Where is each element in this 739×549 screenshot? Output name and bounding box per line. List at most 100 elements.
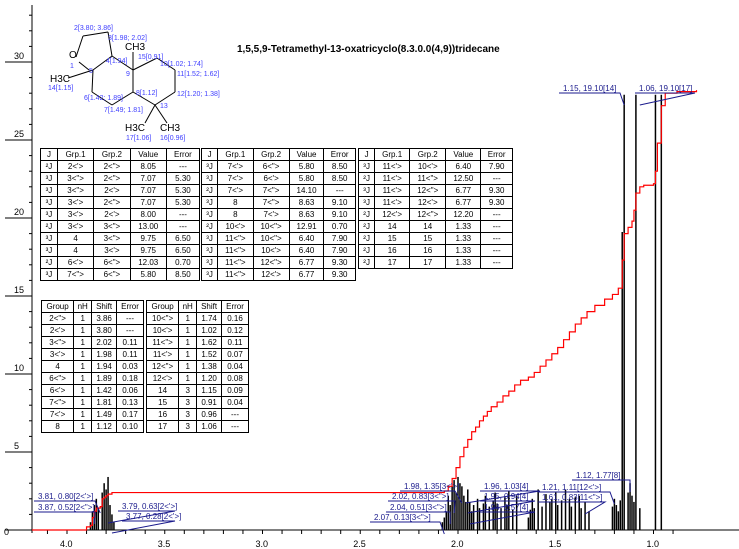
peak-annotation: 1.21, 1.11[12<'>]: [542, 483, 601, 492]
table-row: 6<"> 1 1.89 0.18: [40, 372, 144, 385]
table-cell: ³J: [200, 244, 219, 257]
bond: [111, 91, 134, 106]
table-cell: 0.09: [221, 384, 249, 397]
table-cell: 8.50: [323, 172, 356, 185]
peak-annotation: 3.79, 0.63[2<'>]: [122, 502, 177, 511]
table-cell: 4: [56, 232, 95, 245]
table-cell: 1.42: [91, 384, 118, 397]
table-row: ³J 7<'> 6<"> 5.80 8.50: [200, 160, 356, 173]
y-tick-label: 30: [14, 51, 24, 61]
table-cell: ³J: [200, 208, 219, 221]
peak-annotation: 1.96, 1.03[4]: [484, 482, 528, 491]
column-header: Error: [323, 148, 356, 161]
peak-annotation: 1.98, 1.35[3<'>]: [404, 482, 459, 491]
annotation-leader-line: [111, 520, 176, 534]
table-cell: ---: [165, 160, 201, 173]
bond: [144, 104, 156, 124]
table-cell: 12<">: [409, 208, 447, 221]
table-cell: 10<">: [252, 220, 290, 233]
bond: [111, 55, 134, 71]
column-header: Grp.2: [93, 148, 131, 161]
table-row: ³J 11<'> 12<'> 6.77 9.30: [357, 196, 513, 209]
table-row: 7<'> 1 1.49 0.17: [40, 408, 144, 421]
table-cell: 0.96: [196, 408, 223, 421]
table-cell: 1: [178, 312, 198, 325]
table-cell: 1.81: [91, 396, 118, 409]
table-cell: 1.74: [196, 312, 223, 325]
table-cell: ²J: [40, 160, 58, 173]
atom-label: 2[3.80; 3.86]: [74, 25, 113, 32]
table-cell: ---: [480, 256, 513, 269]
table-cell: 10<'>: [217, 220, 254, 233]
table-cell: ³J: [40, 232, 58, 245]
table-cell: 0.07: [221, 348, 249, 361]
coupling-table-3: J Grp.1 Grp.2 Value Error ³J 11<'> 10<'> 6.40 7.9…: [357, 148, 513, 269]
table-cell: 0.04: [221, 396, 249, 409]
table-cell: 1: [73, 312, 93, 325]
table-cell: 1: [178, 348, 198, 361]
table-row: 16 3 0.96 ---: [145, 408, 249, 421]
bond: [132, 57, 158, 71]
table-cell: 6<'>: [40, 384, 75, 397]
annotation-leader-line: [538, 501, 607, 515]
annotation-leader-line: [538, 491, 615, 505]
table-cell: ²J: [200, 184, 219, 197]
annotation-leader-line: [635, 92, 696, 106]
table-row: 17 3 1.06 ---: [145, 420, 249, 433]
bond: [91, 69, 94, 93]
table-row: ³J 3<"> 2<'> 7.07 5.30: [40, 184, 201, 197]
table-cell: 6.50: [165, 244, 201, 257]
table-row: ²J 10<'> 10<"> 12.91 0.70: [200, 220, 356, 233]
table-cell: 8.50: [323, 160, 356, 173]
table-row: ²J 17 17 1.33 ---: [357, 256, 513, 269]
bond: [154, 91, 176, 106]
table-cell: 11<">: [217, 232, 254, 245]
table-cell: 1.33: [445, 232, 482, 245]
table-cell: 7<">: [40, 396, 75, 409]
table-cell: 16: [374, 244, 411, 257]
table-cell: 1: [178, 336, 198, 349]
column-header: Value: [129, 148, 167, 161]
table-cell: 1: [178, 372, 198, 385]
table-cell: 6<">: [93, 268, 131, 281]
table-header: Group nH Shift Error: [145, 300, 249, 313]
coupling-table-1: J Grp.1 Grp.2 Value Error ²J 2<'> 2<"> 8.05 --- ³J…: [40, 148, 201, 281]
table-cell: 8: [217, 196, 254, 209]
table-cell: 6<">: [252, 160, 290, 173]
table-cell: ³J: [40, 172, 58, 185]
table-cell: 11<'>: [374, 172, 411, 185]
table-row: ³J 11<'> 10<'> 6.40 7.90: [357, 160, 513, 173]
table-row: 14 3 1.15 0.09: [145, 384, 249, 397]
table-cell: 2<">: [40, 312, 75, 325]
table-cell: 9.30: [323, 268, 356, 281]
table-cell: ---: [480, 232, 513, 245]
table-cell: ---: [480, 220, 513, 233]
table-row: ³J 7<'> 6<'> 5.80 8.50: [200, 172, 356, 185]
table-cell: 11<">: [217, 268, 254, 281]
table-cell: 1.15: [196, 384, 223, 397]
table-cell: 2<'>: [40, 324, 75, 337]
table-cell: 2<">: [93, 172, 131, 185]
table-cell: ³J: [40, 244, 58, 257]
peak-annotation: 1.15, 19.10[14]: [563, 84, 616, 93]
table-cell: 6.77: [288, 268, 325, 281]
table-cell: 1: [178, 360, 198, 373]
column-header: Error: [116, 300, 144, 313]
atom-label: O: [69, 50, 77, 61]
table-row: 11<'> 1 1.52 0.07: [145, 348, 249, 361]
table-cell: 6.40: [288, 232, 325, 245]
annotation-leader-line: [469, 511, 536, 525]
atom-label: 12[1.20; 1.38]: [177, 91, 220, 98]
table-cell: 1.89: [91, 372, 118, 385]
x-tick-label: 4.0: [60, 539, 73, 549]
table-cell: 14: [145, 384, 180, 397]
atom-label: 8[1.12]: [136, 90, 157, 97]
table-cell: 6<'>: [56, 256, 95, 269]
table-row: 10<'> 1 1.02 0.12: [145, 324, 249, 337]
y-tick-label: 0: [4, 527, 9, 537]
table-cell: 7<'>: [217, 160, 254, 173]
table-cell: 1.33: [445, 220, 482, 233]
table-cell: 14: [374, 220, 411, 233]
